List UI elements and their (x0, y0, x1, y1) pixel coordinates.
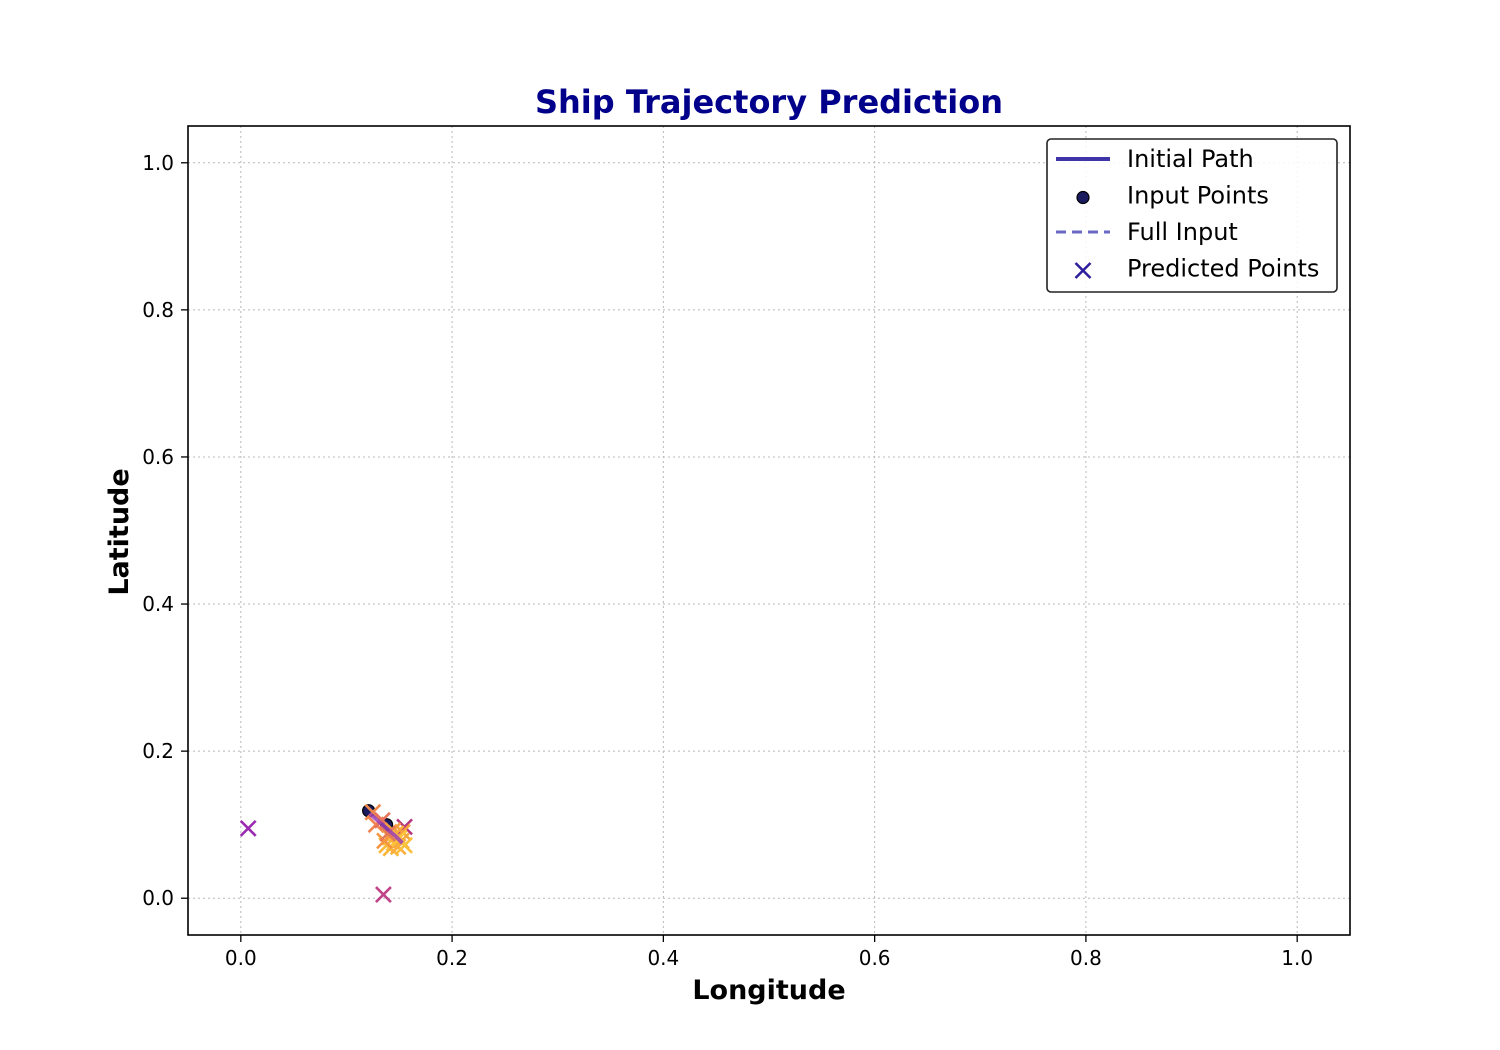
legend-x-swatch (1074, 262, 1092, 279)
y-tick-label: 0.8 (142, 298, 174, 322)
grid-lines (188, 126, 1350, 935)
legend-label: Input Points (1127, 182, 1269, 210)
y-tick-label: 0.2 (142, 739, 174, 763)
legend-box (1046, 138, 1338, 293)
x-tick-label: 1.0 (1281, 946, 1313, 970)
chart-title: Ship Trajectory Prediction (535, 83, 1003, 121)
axis-ticks: 0.0 0.2 0.4 0.6 0.8 1.0 0.0 0.2 0.4 0.6 0.8 1.0 (142, 151, 1313, 970)
x-tick-label: 0.2 (436, 946, 468, 970)
y-tick-label: 0.4 (142, 592, 174, 616)
legend: Initial Path Input Points Full Input Predic… (1046, 138, 1338, 293)
predicted-point (375, 886, 392, 903)
legend-dot-swatch (1076, 190, 1090, 205)
legend-label: Initial Path (1127, 145, 1254, 173)
legend-item: Predicted Points (1074, 255, 1319, 283)
legend-item: Input Points (1076, 182, 1269, 210)
predicted-point-stroke (379, 825, 397, 842)
y-tick-label: 0.6 (142, 445, 174, 469)
predicted-point-stroke (364, 803, 382, 821)
y-tick-label: 1.0 (142, 151, 174, 175)
x-tick-label: 0.0 (225, 946, 257, 970)
predicted-point-stroke (373, 811, 391, 829)
x-tick-label: 0.8 (1070, 946, 1102, 970)
predicted-point-stroke (239, 819, 257, 837)
predicted-point-stroke (375, 886, 392, 903)
x-axis-title: Longitude (692, 975, 845, 1006)
predicted-point-stroke (396, 836, 413, 854)
legend-item: Full Input (1056, 218, 1238, 246)
y-tick-label: 0.0 (142, 886, 174, 910)
plot-frame (187, 125, 1351, 936)
legend-label: Full Input (1127, 218, 1238, 246)
initial-path-line (368, 812, 404, 845)
legend-item: Initial Path (1056, 145, 1254, 173)
plot-data (239, 803, 413, 903)
legend-label: Predicted Points (1127, 255, 1319, 283)
y-axis-title: Latitude (104, 468, 135, 595)
x-tick-label: 0.4 (647, 946, 679, 970)
x-tick-label: 0.6 (859, 946, 891, 970)
predicted-point (379, 825, 397, 842)
predicted-point (239, 819, 257, 837)
